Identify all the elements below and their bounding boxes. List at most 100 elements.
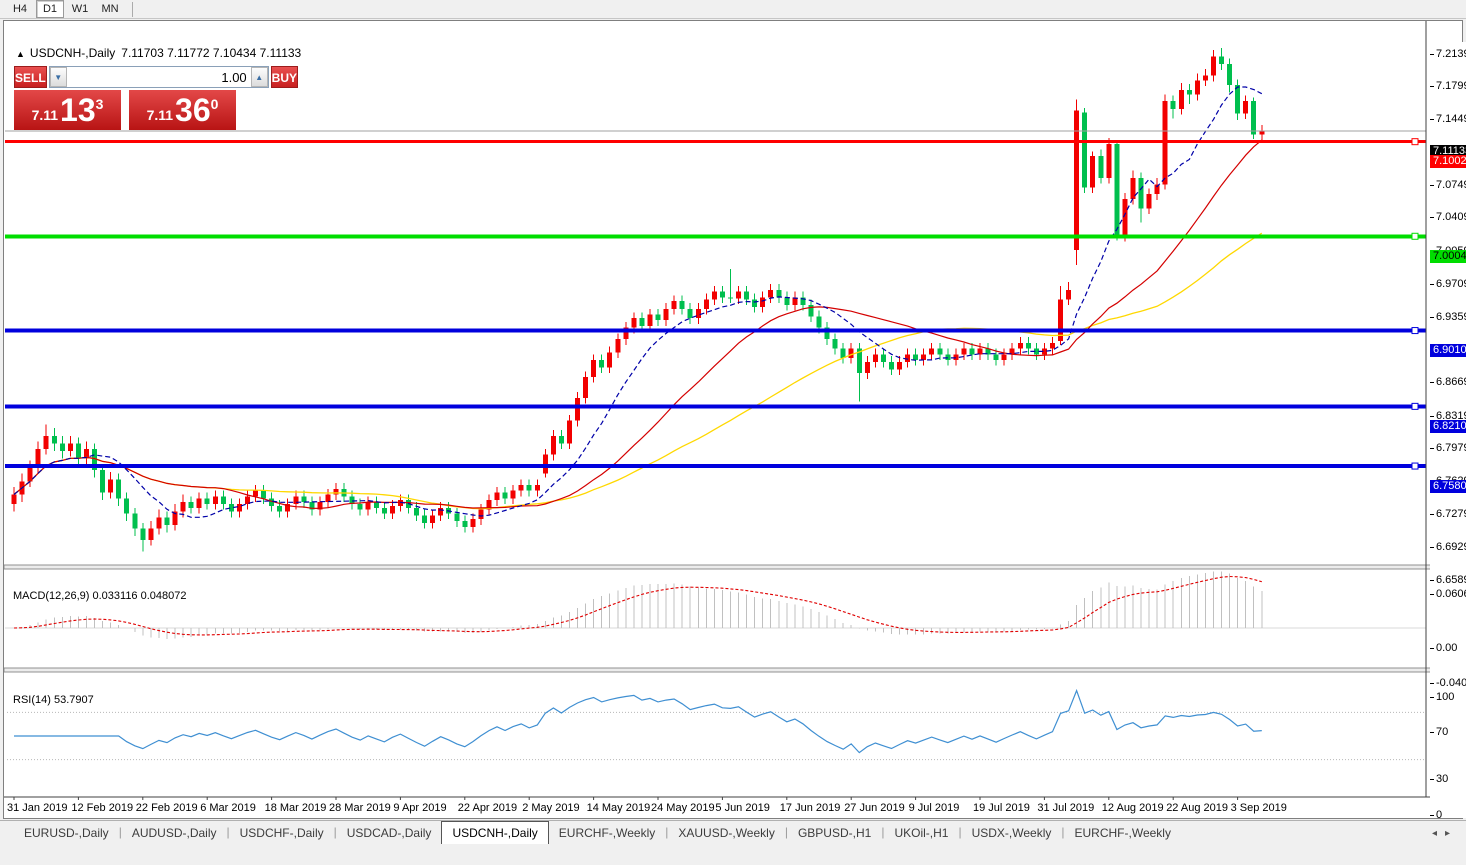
candle-body	[1033, 348, 1039, 355]
candle-body	[583, 377, 589, 398]
tab-usdx-weekly[interactable]: USDX-,Weekly	[971, 826, 1052, 840]
candle-body	[816, 316, 822, 328]
candle-body	[736, 291, 741, 299]
candle-body	[212, 496, 218, 505]
candle-body	[156, 517, 162, 529]
volume-decrease-icon[interactable]: ▼	[49, 67, 67, 87]
candle-body	[180, 502, 186, 512]
timeframe-button-h4[interactable]: H4	[12, 3, 28, 15]
candle-body	[1082, 112, 1088, 188]
timeframe-toolbar: H4 D1 W1 MN	[0, 0, 1466, 19]
level-line-handle[interactable]	[1411, 327, 1419, 335]
candle-body	[1041, 348, 1047, 355]
candle-body	[623, 327, 629, 340]
sell-price-prefix: 7.11	[31, 107, 59, 123]
candle-body	[35, 449, 41, 468]
candle-body	[711, 291, 717, 300]
volume-input[interactable]	[66, 67, 251, 87]
price-tick-label: 6.69290	[1430, 541, 1466, 554]
toolbar-separator	[132, 1, 133, 17]
candle-body	[454, 513, 460, 522]
tab-usdcad-daily[interactable]: USDCAD-,Daily	[346, 826, 432, 840]
candle-body	[228, 504, 234, 512]
candle-body	[430, 515, 436, 523]
buy-price-display[interactable]: 7.11 36 0	[129, 90, 236, 130]
tab-scroll-right-icon[interactable]: ▸	[1444, 828, 1458, 839]
ohlc-values: 7.11703 7.11772 7.10434 7.11133	[121, 46, 302, 60]
volume-increase-icon[interactable]: ▲	[250, 67, 268, 87]
sell-button[interactable]: SELL	[14, 66, 47, 88]
level-price-label: 6.90100	[1430, 344, 1466, 358]
candle-body	[67, 443, 73, 451]
candle-body	[840, 348, 846, 359]
date-label: 6 Mar 2019	[200, 802, 256, 814]
candle-body	[236, 504, 242, 512]
timeframe-button-d1[interactable]: D1	[36, 0, 64, 18]
candle-body	[647, 314, 653, 326]
candle-body	[75, 443, 81, 459]
candle-body	[575, 397, 580, 421]
timeframe-button-w1[interactable]: W1	[71, 3, 89, 15]
candle-body	[848, 348, 854, 359]
tab-divider: |	[226, 824, 230, 839]
date-label: 22 Feb 2019	[136, 802, 198, 814]
tab-ukoil-h1[interactable]: UKOil-,H1	[894, 826, 949, 840]
level-line-handle[interactable]	[1411, 232, 1419, 240]
candle-body	[510, 490, 516, 499]
price-tick-label: 6.97090	[1430, 278, 1466, 291]
chart-tab-bar: EURUSD-,Daily | AUDUSD-,Daily | USDCHF-,Dail…	[0, 820, 1466, 844]
current-price-label: 7.11133	[1430, 144, 1466, 158]
chart-tabs: EURUSD-,Daily | AUDUSD-,Daily | USDCHF-,Dail…	[14, 821, 1181, 844]
candle-body	[880, 354, 886, 362]
pane-splitter[interactable]	[4, 667, 1465, 673]
chart-canvas[interactable]: 31 Jan 2019 12 Feb 2019 22 Feb 2019 6 Mar 2…	[4, 21, 1466, 865]
tab-gbpusd-h1[interactable]: GBPUSD-,H1	[797, 826, 872, 840]
candle-body	[486, 500, 492, 510]
candle-body	[615, 339, 621, 353]
candle-body	[599, 359, 605, 368]
tab-scroll-left-icon[interactable]: ◂	[1431, 828, 1445, 839]
candle-body	[1154, 184, 1160, 195]
candle-body	[470, 519, 476, 527]
tab-eurchf-weekly[interactable]: EURCHF-,Weekly	[558, 826, 656, 840]
date-label: 5 Jun 2019	[715, 802, 769, 814]
candle-body	[43, 435, 49, 450]
candle-body	[373, 502, 379, 508]
candle-body	[414, 507, 419, 516]
tab-eurusd-daily[interactable]: EURUSD-,Daily	[24, 826, 109, 840]
tab-eurchf-weekly[interactable]: EURCHF-,Weekly	[1074, 826, 1171, 840]
tab-usdcnh-daily[interactable]: USDCNH-,Daily	[441, 821, 549, 844]
level-line-handle[interactable]	[1411, 402, 1419, 410]
candle-body	[703, 299, 709, 309]
candle-body	[132, 513, 138, 529]
candle-body	[478, 509, 484, 520]
candle-body	[663, 308, 669, 321]
date-label: 9 Jul 2019	[909, 802, 960, 814]
candle-body	[188, 502, 194, 508]
candle-body	[977, 348, 983, 355]
candle-body	[776, 289, 782, 298]
sell-price-display[interactable]: 7.11 13 3	[14, 90, 121, 130]
macd-axis-label: 0.060674	[1430, 588, 1466, 601]
timeframe-button-mn[interactable]: MN	[101, 3, 119, 15]
sell-price-sup: 3	[95, 96, 104, 112]
buy-button[interactable]: BUY	[270, 66, 299, 88]
tab-usdchf-daily[interactable]: USDCHF-,Daily	[239, 826, 324, 840]
level-line-handle[interactable]	[1411, 462, 1419, 470]
pane-splitter[interactable]	[4, 564, 1465, 570]
candle-body	[655, 314, 661, 321]
tab-scroll-arrows[interactable]: ◂▸	[1432, 828, 1458, 839]
candle-body	[792, 297, 798, 305]
level-line-handle[interactable]	[1411, 138, 1419, 146]
candle-body	[727, 297, 733, 299]
tab-xauusd-weekly[interactable]: XAUUSD-,Weekly	[678, 826, 775, 840]
rsi-axis-label: 0	[1430, 809, 1466, 822]
collapse-icon[interactable]: ▲	[16, 49, 25, 59]
tab-audusd-daily[interactable]: AUDUSD-,Daily	[131, 826, 217, 840]
price-tick-label: 6.65890	[1430, 574, 1466, 587]
candle-body	[993, 354, 999, 360]
date-label: 2 May 2019	[522, 802, 579, 814]
candle-body	[148, 528, 154, 541]
candle-body	[752, 299, 758, 307]
tab-divider: |	[958, 824, 962, 839]
